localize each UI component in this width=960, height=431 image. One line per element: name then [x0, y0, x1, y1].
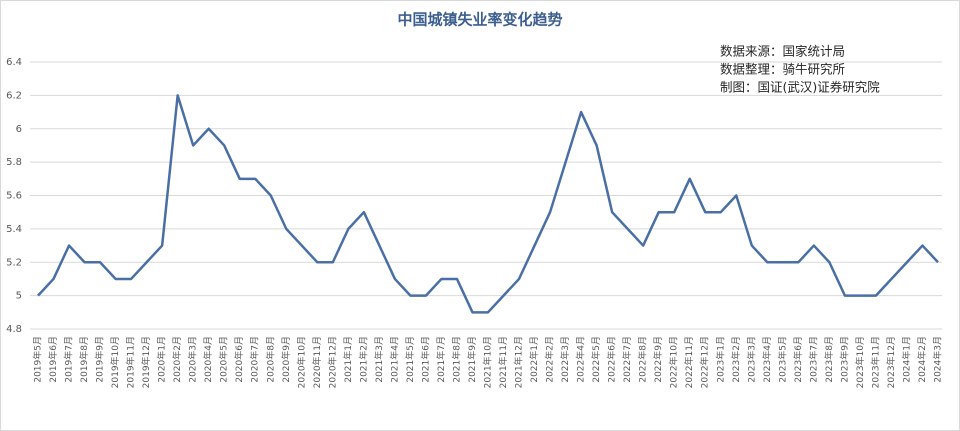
x-tick-label: 2023年1月 — [714, 336, 726, 383]
x-tick-label: 2021年3月 — [373, 336, 385, 383]
x-tick-label: 2019年7月 — [63, 336, 75, 383]
x-tick-label: 2024年3月 — [932, 336, 944, 383]
data-line — [37, 94, 939, 314]
x-tick-label: 2022年9月 — [652, 336, 664, 383]
x-tick-label: 2021年6月 — [419, 336, 431, 383]
y-tick-label: 4.8 — [6, 324, 22, 335]
chart-title: 中国城镇失业率变化趋势 — [397, 11, 562, 29]
y-tick-label: 5.4 — [6, 224, 22, 235]
x-tick-label: 2019年11月 — [125, 336, 137, 388]
x-tick-label: 2021年8月 — [450, 336, 462, 383]
x-tick-label: 2022年3月 — [559, 336, 571, 383]
x-tick-label: 2020年12月 — [326, 336, 338, 388]
x-tick-label: 2023年7月 — [807, 336, 819, 383]
x-tick-label: 2019年12月 — [140, 336, 152, 388]
x-tick-label: 2020年9月 — [280, 336, 292, 383]
x-tick-label: 2019年5月 — [32, 336, 44, 383]
x-tick-label: 2020年6月 — [233, 336, 245, 383]
x-tick-label: 2021年12月 — [513, 336, 525, 388]
y-tick-label: 6.4 — [6, 57, 22, 68]
x-tick-label: 2023年3月 — [745, 336, 757, 383]
x-tick-label: 2020年4月 — [202, 336, 214, 383]
x-tick-label: 2019年6月 — [47, 336, 59, 383]
x-tick-label: 2023年4月 — [761, 336, 773, 383]
y-tick-label: 6.2 — [6, 90, 22, 101]
x-tick-label: 2019年10月 — [109, 336, 121, 388]
x-tick-label: 2023年11月 — [869, 336, 881, 388]
source-note: 制图：国证(武汉)证券研究院 — [720, 80, 880, 95]
y-tick-label: 5.6 — [6, 191, 22, 202]
x-tick-label: 2021年5月 — [404, 336, 416, 383]
x-tick-label: 2023年8月 — [823, 336, 835, 383]
x-tick-label: 2020年11月 — [311, 336, 323, 388]
x-tick-label: 2020年10月 — [295, 336, 307, 388]
x-tick-label: 2022年1月 — [528, 336, 540, 383]
x-tick-label: 2024年2月 — [916, 336, 928, 383]
y-tick-label: 5.2 — [6, 257, 22, 268]
x-tick-label: 2021年7月 — [435, 336, 447, 383]
x-tick-label: 2019年9月 — [94, 336, 106, 383]
x-tick-label: 2024年1月 — [900, 336, 912, 383]
x-tick-label: 2021年2月 — [357, 336, 369, 383]
y-tick-label: 6 — [16, 124, 22, 135]
x-tick-label: 2022年12月 — [699, 336, 711, 388]
x-tick-label: 2021年11月 — [497, 336, 509, 388]
x-tick-label: 2021年9月 — [466, 336, 478, 383]
x-tick-label: 2019年8月 — [78, 336, 90, 383]
x-tick-label: 2022年10月 — [668, 336, 680, 388]
x-tick-label: 2021年4月 — [388, 336, 400, 383]
x-tick-label: 2022年2月 — [544, 336, 556, 383]
y-tick-label: 5 — [16, 291, 22, 302]
x-tick-label: 2020年1月 — [156, 336, 168, 383]
source-note: 数据来源：国家统计局 — [720, 44, 845, 59]
x-tick-label: 2020年7月 — [249, 336, 261, 383]
x-tick-label: 2023年6月 — [792, 336, 804, 383]
x-tick-label: 2022年6月 — [606, 336, 618, 383]
x-tick-label: 2020年2月 — [171, 336, 183, 383]
x-tick-label: 2023年9月 — [838, 336, 850, 383]
source-note: 数据整理：骑牛研究所 — [720, 62, 845, 77]
x-tick-label: 2022年11月 — [683, 336, 695, 388]
x-tick-label: 2023年12月 — [885, 336, 897, 388]
x-tick-label: 2023年5月 — [776, 336, 788, 383]
x-tick-label: 2023年10月 — [854, 336, 866, 388]
x-tick-label: 2021年10月 — [482, 336, 494, 388]
x-tick-label: 2022年7月 — [621, 336, 633, 383]
x-tick-label: 2021年1月 — [342, 336, 354, 383]
x-tick-label: 2023年2月 — [730, 336, 742, 383]
x-tick-label: 2020年3月 — [187, 336, 199, 383]
x-tick-label: 2020年5月 — [218, 336, 230, 383]
x-tick-label: 2022年8月 — [637, 336, 649, 383]
x-tick-label: 2022年5月 — [590, 336, 602, 383]
x-tick-label: 2022年4月 — [575, 336, 587, 383]
y-tick-label: 5.8 — [6, 157, 22, 168]
x-tick-label: 2020年8月 — [264, 336, 276, 383]
